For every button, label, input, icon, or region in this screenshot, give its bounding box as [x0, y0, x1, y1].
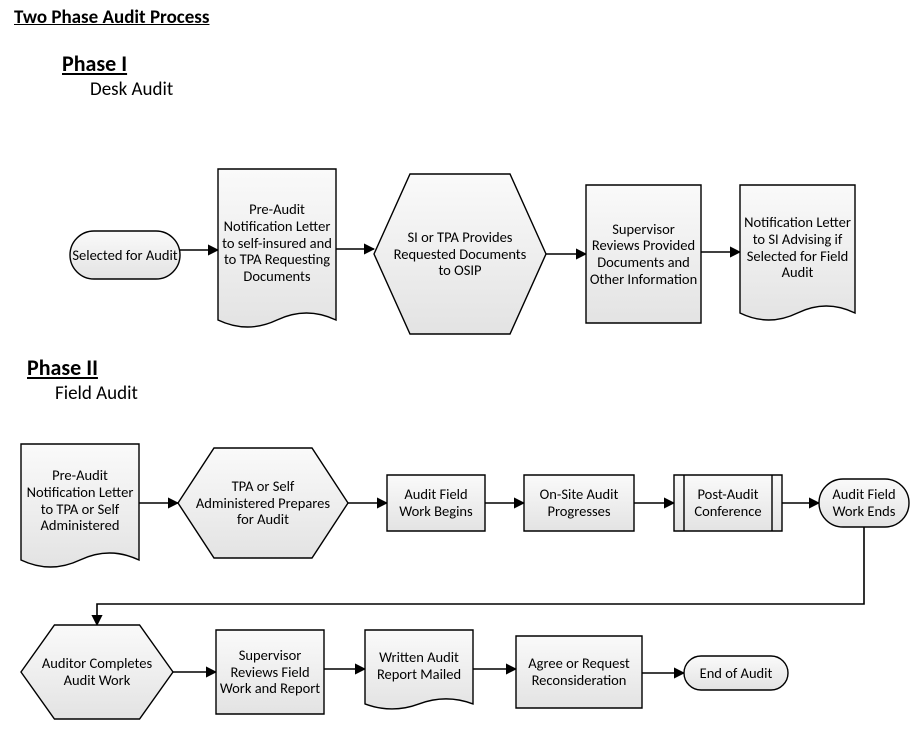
node-m3-label: Audit Field Work Begins: [387, 475, 485, 531]
node-m10-label: Agree or Request Reconsideration: [516, 636, 642, 708]
node-m8-label: Supervisor Reviews Field Work and Report: [216, 630, 324, 714]
node-m7-label: Auditor Completes Audit Work: [34, 625, 159, 719]
node-n4-label: Supervisor Reviews Provided Documents an…: [586, 185, 701, 323]
node-m6-label: Audit Field Work Ends: [819, 479, 909, 527]
node-m11-label: End of Audit: [684, 656, 788, 690]
node-m9-label: Written Audit Report Mailed: [365, 630, 473, 702]
node-m5-label: Post-Audit Conference: [686, 475, 770, 531]
node-n2-label: Pre-Audit Notification Letter to self-in…: [218, 169, 336, 317]
node-n3-label: SI or TPA Provides Requested Documents t…: [388, 174, 531, 334]
node-n5-label: Notification Letter to SI Advising if Se…: [740, 185, 855, 310]
node-m1-label: Pre-Audit Notification Letter to TPA or …: [21, 444, 139, 557]
node-n1-label: Selected for Audit: [70, 231, 180, 279]
flowchart-canvas: Two Phase Audit Process Phase I Desk Aud…: [0, 0, 924, 753]
node-m2-label: TPA or Self Administered Prepares for Au…: [192, 448, 333, 558]
node-m4-label: On-Site Audit Progresses: [524, 475, 634, 531]
